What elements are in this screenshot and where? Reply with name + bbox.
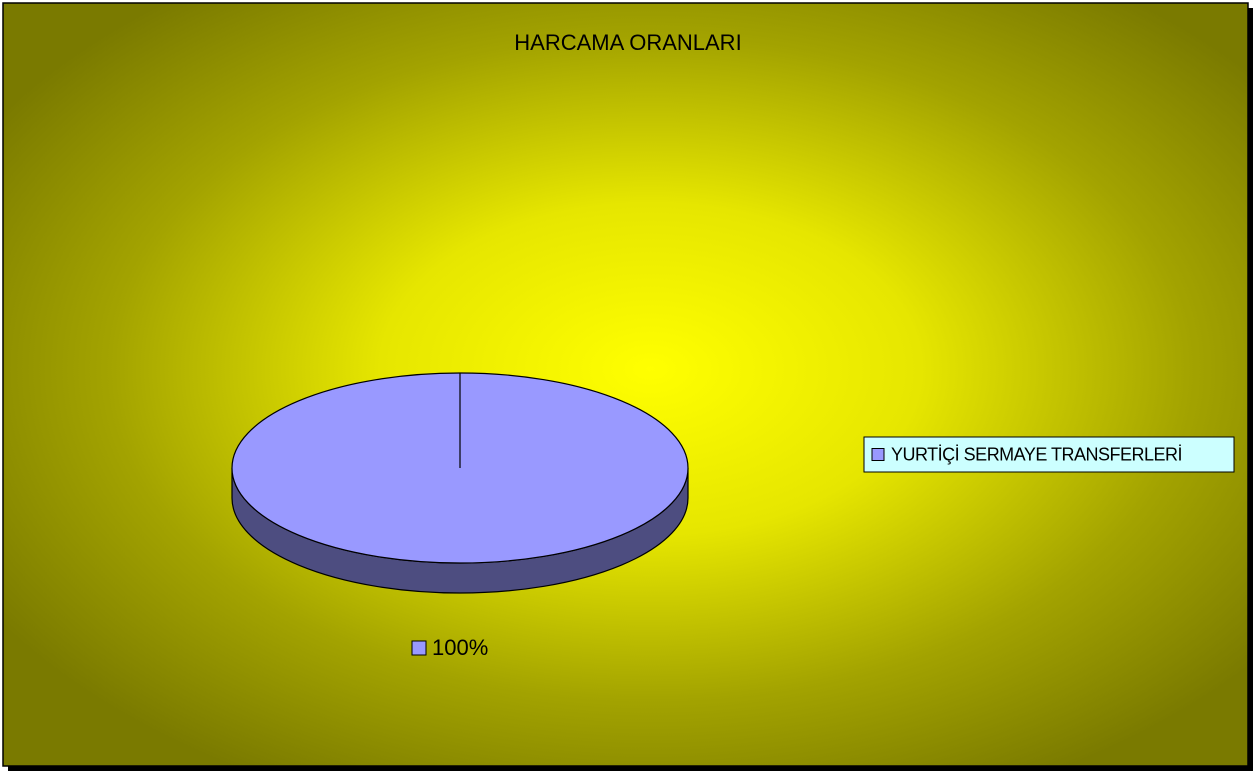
- legend-label: YURTİÇİ SERMAYE TRANSFERLERİ: [891, 444, 1182, 464]
- legend-box: [863, 436, 1235, 473]
- data-label-key: [411, 640, 427, 656]
- legend: YURTİÇİ SERMAYE TRANSFERLERİ: [863, 436, 1235, 473]
- chart-title: HARCAMA ORANLARI: [514, 30, 741, 55]
- legend-key: [871, 448, 885, 461]
- pie: 100%: [231, 372, 689, 660]
- data-label: 100%: [432, 635, 488, 660]
